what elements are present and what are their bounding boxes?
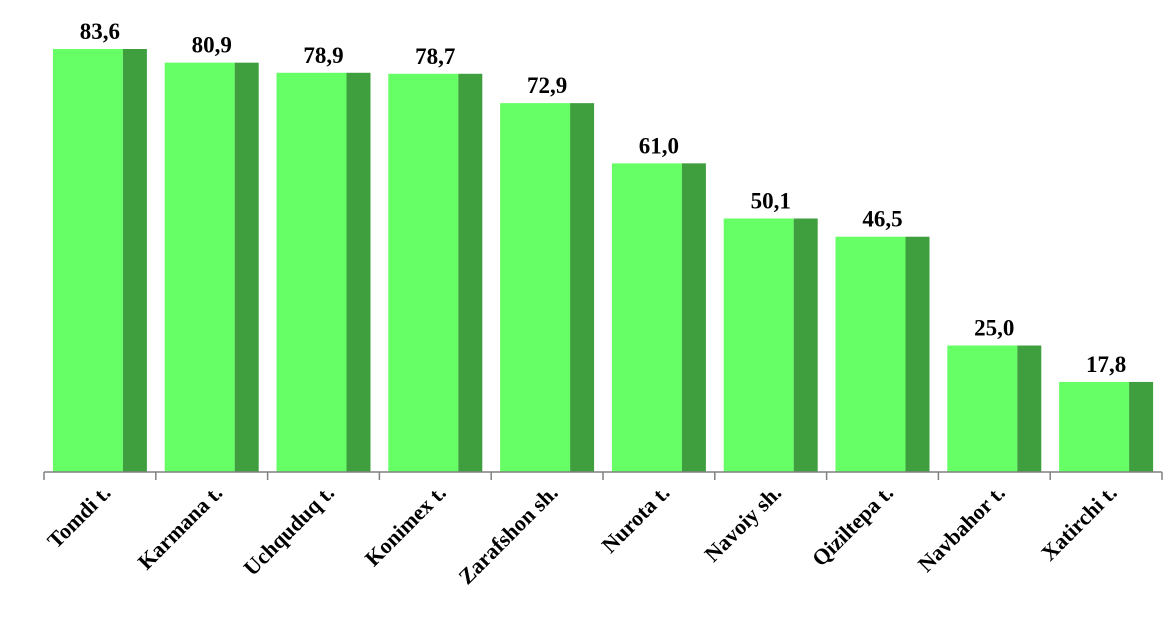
data-label: 50,1 xyxy=(751,189,791,214)
bar-face xyxy=(611,163,682,472)
bar xyxy=(164,62,259,472)
bar-face xyxy=(388,73,459,472)
bar xyxy=(500,103,595,472)
data-label: 61,0 xyxy=(639,133,679,158)
bar-face xyxy=(164,62,235,472)
bar-side xyxy=(1129,381,1154,472)
x-axis-ticks xyxy=(43,472,1163,480)
bar-side xyxy=(681,163,706,472)
data-label: 72,9 xyxy=(527,73,567,98)
bar-face xyxy=(276,72,347,472)
bar xyxy=(835,236,930,472)
category-label: Konimex t. xyxy=(360,480,451,571)
bar xyxy=(611,163,706,472)
bar-face xyxy=(835,236,906,472)
bar-face xyxy=(723,218,794,472)
bar-side xyxy=(905,236,930,472)
bar xyxy=(276,72,371,472)
bar-side xyxy=(1017,345,1042,472)
bar-side xyxy=(458,73,483,472)
category-label: Xatirchi t. xyxy=(1036,480,1122,566)
data-label: 46,5 xyxy=(862,207,902,232)
bar-face xyxy=(52,49,123,472)
bar-side xyxy=(346,72,371,472)
category-label: Karmana t. xyxy=(133,480,228,575)
category-label: Nurota t. xyxy=(597,480,675,558)
bar-side xyxy=(122,49,147,472)
data-label: 25,0 xyxy=(974,316,1014,341)
data-label: 78,7 xyxy=(415,44,455,69)
bar-face xyxy=(500,103,571,472)
category-label: Navoiy sh. xyxy=(699,480,786,567)
category-label: Navbahor t. xyxy=(913,480,1010,577)
bar xyxy=(388,73,483,472)
bar-side xyxy=(793,218,818,472)
bar xyxy=(723,218,818,472)
bar-side xyxy=(234,62,259,472)
data-label: 17,8 xyxy=(1086,352,1126,377)
bar-side xyxy=(570,103,595,472)
data-label: 83,6 xyxy=(80,19,120,44)
bar xyxy=(52,49,147,472)
value-labels-group: 83,6 80,9 78,9 78,7 72,9 61,0 50,1 46,5 25,0 17,8 xyxy=(80,19,1126,377)
bar-face xyxy=(947,345,1018,472)
bar xyxy=(1059,381,1154,472)
category-label: Zarafshon sh. xyxy=(453,480,562,589)
bar xyxy=(947,345,1042,472)
category-label: Tomdi t. xyxy=(42,480,115,553)
category-label: Uchquduq t. xyxy=(238,480,339,581)
bar-face xyxy=(1059,381,1130,472)
category-label: Qiziltepa t. xyxy=(807,480,898,571)
data-label: 80,9 xyxy=(192,33,232,58)
category-labels-group: Tomdi t. Karmana t. Uchquduq t. Konimex t. Z… xyxy=(42,480,1121,589)
bars-group xyxy=(52,49,1154,472)
data-label: 78,9 xyxy=(303,43,343,68)
